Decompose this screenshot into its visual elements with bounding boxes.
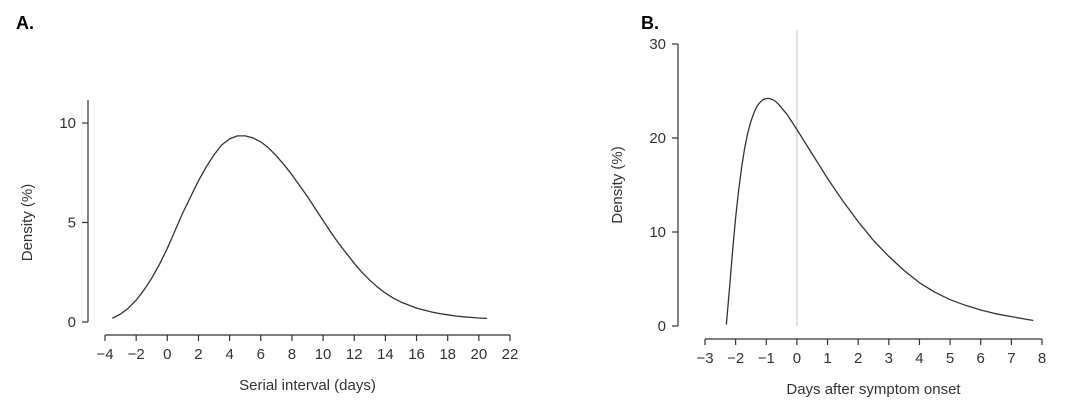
x-tick-label-a: 16	[408, 346, 425, 363]
panel-label-a: A.	[16, 13, 34, 33]
x-tick-label-b: 0	[793, 350, 801, 367]
x-tick-label-b: 2	[854, 350, 862, 367]
x-tick-label-a: 18	[439, 346, 456, 363]
density-curve-a	[112, 135, 488, 320]
x-axis-title-a: Serial interval (days)	[239, 377, 376, 394]
x-tick-label-a: 0	[163, 346, 171, 363]
x-tick-label-a: 20	[471, 346, 488, 363]
y-axis-title-b: Density (%)	[609, 146, 626, 224]
x-tick-label-b: 6	[977, 350, 985, 367]
x-tick-label-a: 12	[346, 346, 363, 363]
x-tick-label-b: 8	[1038, 350, 1046, 367]
y-tick-label-a: 5	[68, 215, 76, 232]
x-tick-label-b: 1	[823, 350, 831, 367]
x-tick-label-b: 4	[915, 350, 923, 367]
x-axis-title-b: Days after symptom onset	[786, 381, 961, 398]
y-tick-label-a: 0	[68, 314, 76, 331]
y-tick-label-b: 30	[649, 36, 666, 53]
density-curve-b	[725, 97, 1034, 325]
y-tick-label-a: 10	[59, 115, 76, 132]
x-tick-label-b: 5	[946, 350, 954, 367]
x-tick-label-a: 22	[502, 346, 519, 363]
y-tick-label-b: 20	[649, 130, 666, 147]
x-tick-label-a: −2	[128, 346, 145, 363]
panel-label-b: B.	[641, 13, 659, 33]
y-tick-label-b: 0	[658, 318, 666, 335]
y-axis-title-a: Density (%)	[19, 184, 36, 262]
x-tick-label-a: 6	[257, 346, 265, 363]
chart-b-symptom-onset: 0 10 20 30 −3 −2 −1 0 1 2 3 4 5 6 7 8 Days after symptom…	[609, 30, 1046, 398]
chart-a-marks: 0 5 10 −4 −2 0 2 4 6 8 10 12 14 16 18 20 22 Serial interv…	[19, 100, 518, 394]
x-tick-label-b: −1	[758, 350, 775, 367]
chart-a-serial-interval: 0 5 10 −4 −2 0 2 4 6 8 10 12 14 16 18 20 22 Serial interv…	[19, 100, 518, 394]
x-tick-label-a: 2	[194, 346, 202, 363]
x-tick-label-a: 4	[225, 346, 233, 363]
y-tick-label-b: 10	[649, 224, 666, 241]
x-tick-label-a: 10	[315, 346, 332, 363]
chart-b-marks: 0 10 20 30 −3 −2 −1 0 1 2 3 4 5 6 7 8 Days after symptom…	[609, 30, 1046, 398]
x-tick-label-b: −2	[727, 350, 744, 367]
x-tick-label-b: −3	[696, 350, 713, 367]
x-tick-label-a: −4	[96, 346, 113, 363]
x-tick-label-a: 8	[288, 346, 296, 363]
x-tick-label-b: 3	[885, 350, 893, 367]
x-tick-label-a: 14	[377, 346, 394, 363]
x-tick-label-b: 7	[1007, 350, 1015, 367]
